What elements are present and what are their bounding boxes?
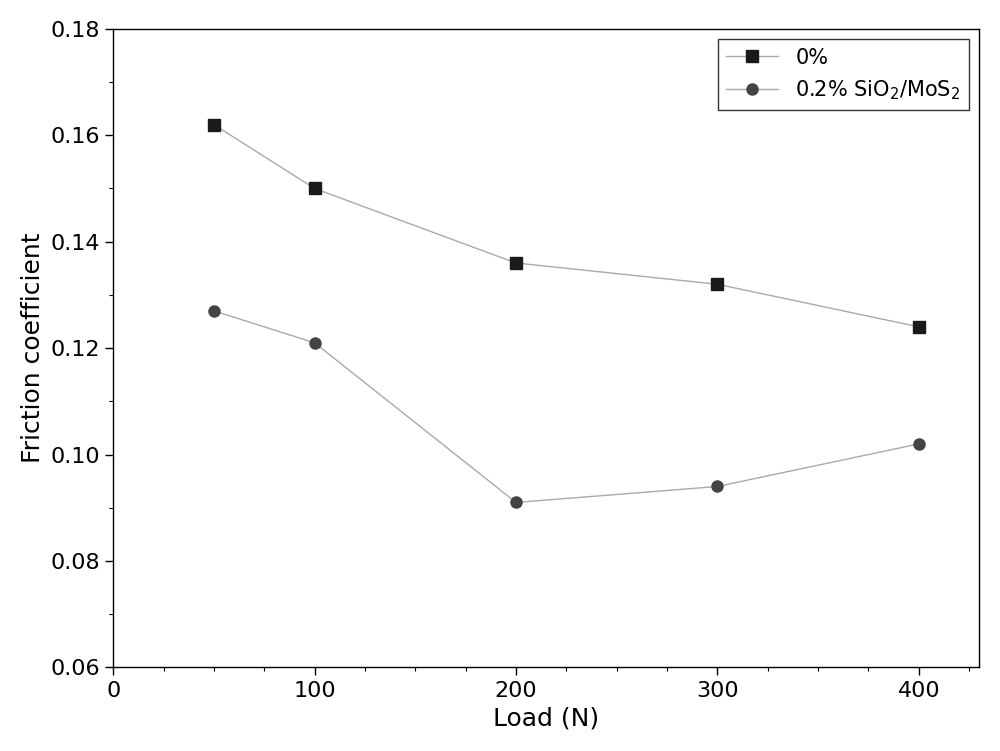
0.2% SiO$_2$/MoS$_2$ [208, 306, 220, 315]
0% [208, 120, 220, 129]
0.2% SiO$_2$/MoS$_2$ [309, 338, 321, 347]
0% [510, 258, 522, 267]
0% [711, 280, 723, 289]
0% [309, 184, 321, 193]
0.2% SiO$_2$/MoS$_2$ [711, 482, 723, 491]
0% [913, 322, 925, 331]
0.2% SiO$_2$/MoS$_2$ [510, 498, 522, 507]
Line: 0%: 0% [208, 119, 924, 333]
Y-axis label: Friction coefficient: Friction coefficient [21, 233, 45, 463]
Legend: 0%, 0.2% SiO$_2$/MoS$_2$: 0%, 0.2% SiO$_2$/MoS$_2$ [718, 39, 969, 110]
Line: 0.2% SiO$_2$/MoS$_2$: 0.2% SiO$_2$/MoS$_2$ [208, 306, 924, 508]
X-axis label: Load (N): Load (N) [493, 706, 599, 730]
0.2% SiO$_2$/MoS$_2$ [913, 439, 925, 448]
